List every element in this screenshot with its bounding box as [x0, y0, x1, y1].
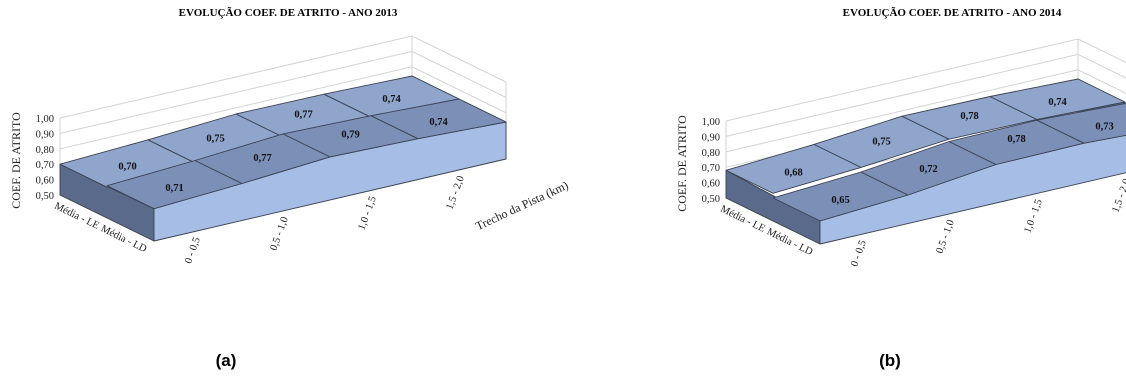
category-label: 1,5 - 2,0: [1111, 178, 1126, 215]
category-label: 0,5 - 1,0: [269, 216, 291, 253]
z-tick-label: 0,60: [36, 176, 54, 187]
data-label: 0,72: [919, 164, 937, 175]
z-tick-label: 0,90: [702, 132, 720, 143]
data-label: 0,74: [382, 94, 401, 105]
z-tick-label: 0,50: [702, 194, 720, 205]
data-label: 0,68: [784, 168, 802, 179]
surface-patch: [370, 98, 507, 140]
panel-label-a: (a): [216, 351, 237, 370]
category-label: 1,0 - 1,5: [357, 195, 379, 232]
z-tick-label: 0,80: [36, 145, 54, 156]
data-label: 0,70: [118, 161, 136, 172]
data-label: 0,75: [872, 136, 890, 147]
chart-title: EVOLUÇÃO COEF. DE ATRITO - ANO 2013: [179, 7, 398, 19]
category-label: 1,5 - 2,0: [445, 175, 467, 212]
z-axis-label: COEF. DE ATRITO: [675, 115, 689, 212]
data-label: 0,74: [429, 117, 448, 128]
chart-title: EVOLUÇÃO COEF. DE ATRITO - ANO 2014: [843, 7, 1062, 19]
category-label: 0 - 0,5: [849, 239, 869, 268]
category-label: 1,0 - 1,5: [1023, 198, 1045, 235]
z-tick-label: 1,00: [702, 117, 720, 128]
z-axis-label: COEF. DE ATRITO: [9, 112, 23, 209]
data-label: 0,79: [341, 130, 359, 141]
data-label: 0,78: [960, 111, 978, 122]
surface-patch: [989, 78, 1126, 120]
z-tick-label: 0,70: [36, 160, 54, 171]
data-label: 0,65: [831, 195, 849, 206]
data-label: 0,73: [1095, 121, 1113, 132]
data-label: 0,77: [294, 110, 312, 121]
x-axis-label: Trecho da Pista (km): [473, 178, 570, 233]
data-label: 0,78: [1007, 134, 1025, 145]
z-tick-label: 0,70: [702, 163, 720, 174]
data-label: 0,74: [1048, 97, 1067, 108]
z-tick-label: 1,00: [36, 114, 54, 125]
data-label: 0,75: [206, 133, 224, 144]
z-tick-label: 0,80: [702, 148, 720, 159]
chart-2014: EVOLUÇÃO COEF. DE ATRITO - ANO 2014 0,50 0…: [675, 7, 1126, 268]
panel-label-b: (b): [879, 351, 901, 370]
data-label: 0,77: [253, 153, 271, 164]
z-tick-label: 0,50: [36, 191, 54, 202]
data-label: 0,71: [165, 183, 183, 194]
chart-2013: EVOLUÇÃO COEF. DE ATRITO - ANO 2013 0,50 0…: [9, 7, 570, 265]
category-label: 0,5 - 1,0: [935, 219, 957, 256]
surface-patch: [1036, 103, 1126, 144]
z-tick-label: 0,60: [702, 179, 720, 190]
z-tick-label: 0,90: [36, 129, 54, 140]
category-label: 0 - 0,5: [183, 236, 203, 265]
